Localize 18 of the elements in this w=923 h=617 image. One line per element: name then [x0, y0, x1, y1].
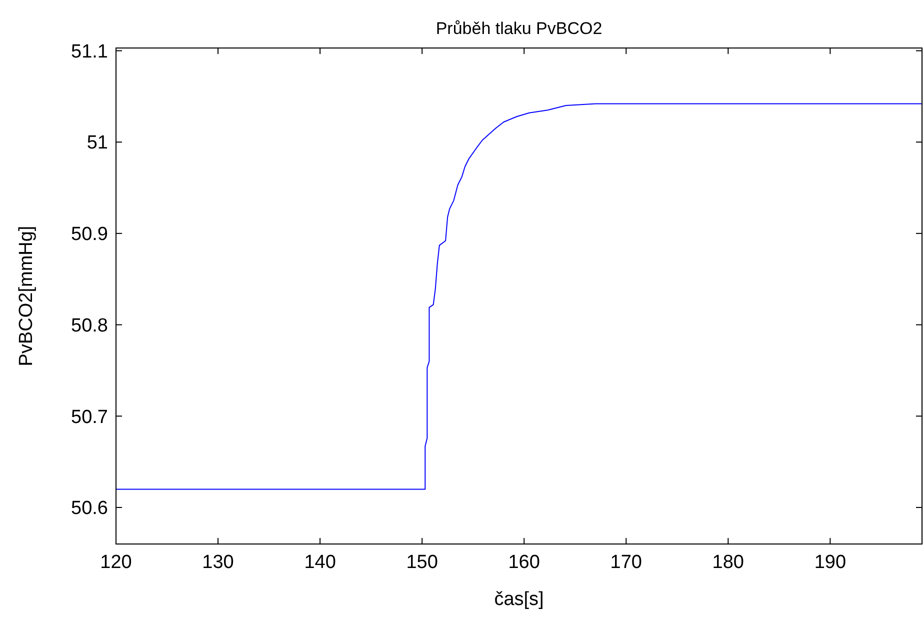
x-tick-label: 140: [304, 552, 336, 573]
x-tick-label: 130: [202, 552, 234, 573]
x-axis-title: čas[s]: [494, 589, 544, 610]
y-tick-label: 50.8: [71, 315, 108, 336]
y-tick-label: 51.1: [71, 41, 108, 62]
x-tick-label: 170: [610, 552, 642, 573]
y-tick-label: 50.6: [71, 498, 108, 520]
y-axis-title: PvBCO2[mmHg]: [16, 226, 37, 366]
x-tick-label: 160: [508, 552, 540, 573]
x-tick-label: 150: [406, 552, 438, 573]
chart-title: Průběh tlaku PvBCO2: [436, 19, 602, 38]
x-tick-label: 190: [814, 552, 846, 573]
y-tick-label: 50.7: [71, 406, 108, 428]
line-series: [116, 103, 922, 490]
y-tick-label: 50.9: [71, 224, 108, 246]
x-tick-label: 180: [712, 552, 744, 573]
y-tick-label: 51: [86, 132, 108, 154]
x-tick-label: 120: [100, 552, 132, 573]
